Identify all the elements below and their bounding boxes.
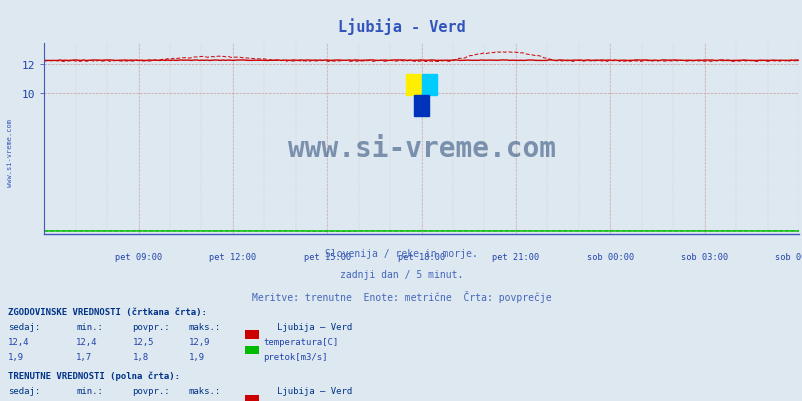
Text: TRENUTNE VREDNOSTI (polna črta):: TRENUTNE VREDNOSTI (polna črta): xyxy=(8,371,180,381)
FancyBboxPatch shape xyxy=(406,75,421,95)
Text: temperatura[C]: temperatura[C] xyxy=(263,337,338,346)
Text: Ljubija – Verd: Ljubija – Verd xyxy=(277,322,352,331)
Text: 12,5: 12,5 xyxy=(132,337,154,346)
Text: 1,9: 1,9 xyxy=(188,352,205,361)
Text: www.si-vreme.com: www.si-vreme.com xyxy=(6,118,13,186)
Text: 1,9: 1,9 xyxy=(8,352,24,361)
Text: Meritve: trenutne  Enote: metrične  Črta: povprečje: Meritve: trenutne Enote: metrične Črta: … xyxy=(251,290,551,302)
Text: 12,4: 12,4 xyxy=(8,337,30,346)
Text: pet 12:00: pet 12:00 xyxy=(209,253,256,261)
Text: sedaj:: sedaj: xyxy=(8,386,40,395)
Text: min.:: min.: xyxy=(76,322,103,331)
FancyBboxPatch shape xyxy=(414,95,428,117)
Text: povpr.:: povpr.: xyxy=(132,322,170,331)
Text: Ljubija - Verd: Ljubija - Verd xyxy=(337,18,465,35)
Text: pet 09:00: pet 09:00 xyxy=(115,253,162,261)
Text: zadnji dan / 5 minut.: zadnji dan / 5 minut. xyxy=(339,269,463,279)
Text: 12,9: 12,9 xyxy=(188,337,210,346)
Text: Slovenija / reke in morje.: Slovenija / reke in morje. xyxy=(325,249,477,259)
Text: pretok[m3/s]: pretok[m3/s] xyxy=(263,352,327,361)
Text: maks.:: maks.: xyxy=(188,322,221,331)
Text: povpr.:: povpr.: xyxy=(132,386,170,395)
Text: ZGODOVINSKE VREDNOSTI (črtkana črta):: ZGODOVINSKE VREDNOSTI (črtkana črta): xyxy=(8,307,207,316)
Text: min.:: min.: xyxy=(76,386,103,395)
Text: pet 15:00: pet 15:00 xyxy=(303,253,350,261)
Text: 1,8: 1,8 xyxy=(132,352,148,361)
Text: sedaj:: sedaj: xyxy=(8,322,40,331)
Text: maks.:: maks.: xyxy=(188,386,221,395)
Text: www.si-vreme.com: www.si-vreme.com xyxy=(287,135,555,163)
Text: 12,4: 12,4 xyxy=(76,337,98,346)
Text: sob 00:00: sob 00:00 xyxy=(586,253,633,261)
Text: sob 06:00: sob 06:00 xyxy=(775,253,802,261)
Text: pet 21:00: pet 21:00 xyxy=(492,253,539,261)
Text: 1,7: 1,7 xyxy=(76,352,92,361)
Text: sob 03:00: sob 03:00 xyxy=(680,253,727,261)
Text: Ljubija – Verd: Ljubija – Verd xyxy=(277,386,352,395)
Text: pet 18:00: pet 18:00 xyxy=(398,253,444,261)
FancyBboxPatch shape xyxy=(421,75,436,95)
